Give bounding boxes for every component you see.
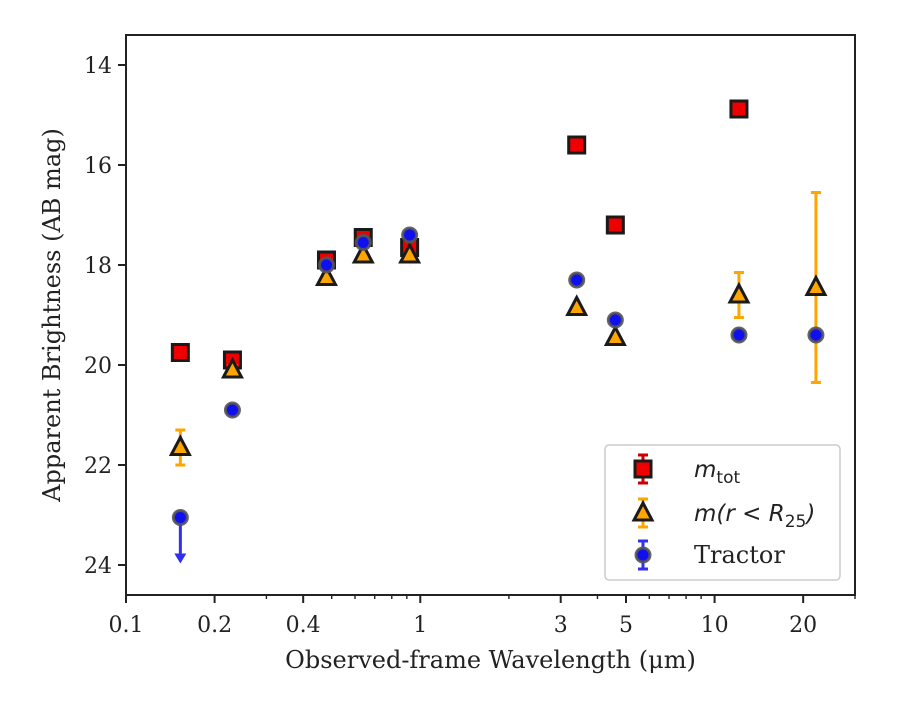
x-tick-label: 0.1: [109, 613, 144, 638]
y-tick-label: 18: [84, 254, 112, 279]
legend-mtot-marker: [633, 459, 653, 479]
y-tick-label: 24: [84, 554, 112, 579]
legend-label: Tractor: [694, 541, 785, 569]
series-triangle: [168, 191, 828, 467]
plot-frame: [125, 34, 856, 596]
y-tick-label: 22: [84, 454, 112, 479]
x-tick-label: 5: [619, 613, 633, 638]
aperture-mag-marker: [168, 434, 192, 456]
x-tick-label: 0.4: [286, 613, 321, 638]
legend-tractor-marker: [634, 546, 652, 564]
tractor-marker: [354, 234, 372, 251]
legend-label: mtot: [694, 457, 740, 488]
tractor-marker: [730, 326, 748, 344]
legend-label-tail: ): [804, 501, 815, 527]
aperture-mag-marker: [314, 264, 338, 286]
legend-label-subscript: 25: [785, 512, 807, 532]
x-axis-title: Observed-frame Wavelength (μm): [285, 646, 696, 674]
legend-label-text: m(r < R: [694, 501, 785, 527]
tractor-marker: [807, 326, 825, 344]
aperture-mag-marker: [804, 274, 828, 296]
aperture-mag-marker: [565, 294, 589, 316]
legend-box: [604, 444, 841, 581]
y-tick-label: 16: [84, 154, 112, 179]
tractor-marker: [401, 226, 419, 244]
tractor-marker: [171, 509, 189, 526]
x-tick-label: 1: [413, 613, 427, 638]
x-tick-label: 10: [701, 613, 729, 638]
x-tick-label: 0.2: [197, 613, 232, 638]
mtot-marker: [605, 215, 625, 235]
legend-aperture-mag-marker: [631, 499, 655, 522]
tractor-marker: [223, 401, 241, 419]
mtot-marker: [170, 343, 190, 362]
legend: mtot m(r < R25) Tractor: [604, 444, 841, 581]
data-marks: [168, 99, 828, 564]
series-square: [170, 99, 749, 370]
aperture-mag-marker: [398, 241, 422, 264]
aperture-mag-marker: [727, 281, 751, 304]
x-tick-label: 20: [789, 613, 817, 638]
tractor-marker: [317, 256, 335, 274]
x-tick-label: 3: [554, 613, 568, 638]
mtot-marker: [729, 99, 749, 119]
axes: 0.1 0.2 0.4 1 3 5 10 20 14 16 18 20 22 24: [84, 54, 856, 638]
y-tick-label: 14: [84, 54, 112, 79]
aperture-mag-marker: [351, 241, 375, 264]
legend-label: m(r < R25): [694, 501, 815, 532]
series-circle: [171, 226, 825, 564]
tractor-marker: [606, 311, 624, 329]
legend-label-subscript: tot: [716, 468, 740, 488]
legend-label-text: Tractor: [694, 541, 785, 569]
upper-limit-arrow-head: [174, 553, 187, 564]
y-axis-title: Apparent Brightness (AB mag): [38, 128, 66, 503]
aperture-mag-marker: [220, 356, 244, 379]
legend-label-text: m: [694, 457, 716, 483]
aperture-mag-marker: [603, 324, 627, 346]
mtot-marker: [567, 135, 587, 155]
tractor-marker: [568, 271, 586, 289]
y-tick-label: 20: [84, 354, 112, 379]
